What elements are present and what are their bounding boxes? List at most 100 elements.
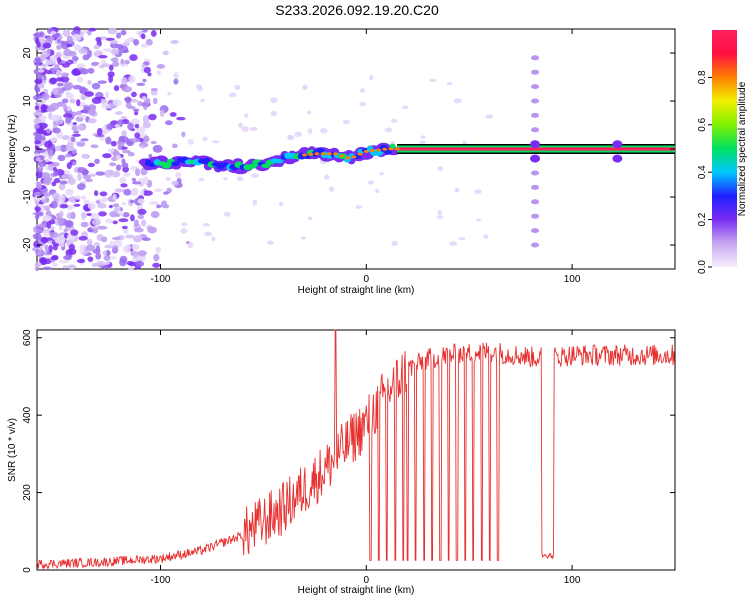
noise-blob	[67, 176, 74, 181]
noise-blob	[101, 102, 111, 110]
noise-blob	[135, 260, 145, 267]
noise-blob	[62, 29, 71, 37]
noise-blob	[50, 114, 61, 122]
noise-blob	[137, 198, 145, 204]
vertical-line-blob	[531, 184, 540, 190]
noise-blob	[141, 219, 147, 227]
noise-blob	[266, 240, 274, 245]
noise-blob	[120, 183, 128, 188]
noise-blob	[127, 37, 136, 42]
vertical-line-blob	[531, 84, 540, 90]
ridge-peak	[345, 156, 351, 160]
noise-blob	[150, 140, 157, 145]
noise-blob	[420, 135, 426, 139]
noise-blob	[46, 220, 52, 229]
noise-blob	[176, 116, 186, 121]
noise-blob	[37, 161, 47, 168]
noise-blob	[109, 162, 117, 167]
noise-blob	[34, 140, 42, 145]
noise-blob	[109, 40, 118, 44]
noise-blob	[86, 238, 93, 247]
noise-blob	[37, 122, 48, 129]
noise-blob	[82, 175, 92, 180]
noise-blob	[63, 48, 72, 57]
noise-blob	[126, 244, 132, 250]
noise-blob	[37, 112, 43, 117]
noise-blob	[70, 229, 79, 236]
noise-blob	[134, 132, 141, 139]
noise-blob	[77, 173, 82, 182]
noise-blob	[129, 54, 138, 62]
noise-blob	[49, 231, 59, 239]
noise-blob	[91, 82, 101, 90]
noise-blob	[57, 216, 65, 225]
noise-blob	[113, 207, 120, 213]
noise-blob	[307, 128, 313, 134]
noise-blob	[252, 199, 258, 206]
noise-blob	[428, 78, 437, 82]
y-tick-label: 20	[22, 47, 33, 59]
noise-blob	[42, 205, 51, 209]
noise-blob	[164, 120, 173, 126]
noise-blob	[109, 210, 118, 218]
noise-blob	[167, 91, 172, 96]
noise-blob	[149, 201, 159, 205]
noise-blob	[307, 216, 313, 221]
noise-blob	[43, 216, 50, 222]
noise-blob	[35, 58, 40, 66]
noise-blob	[123, 49, 130, 53]
noise-blob	[80, 221, 89, 228]
noise-blob	[96, 127, 103, 136]
spectrogram-vertical-lines	[530, 55, 623, 248]
noise-blob	[241, 126, 249, 133]
snr-y-label: SNR (10 * v/v)	[7, 418, 18, 482]
ridge-peak	[308, 152, 314, 156]
noise-blob	[71, 55, 79, 62]
noise-blob	[119, 177, 127, 184]
noise-blob	[43, 177, 52, 186]
noise-blob	[474, 189, 482, 194]
y-tick-label: -20	[22, 237, 33, 252]
noise-blob	[97, 225, 108, 230]
noise-blob	[342, 119, 351, 125]
noise-blob	[50, 30, 57, 35]
noise-blob	[453, 98, 462, 104]
noise-blob	[66, 162, 72, 170]
noise-blob	[51, 162, 60, 167]
noise-blob	[136, 82, 146, 86]
noise-blob	[454, 187, 460, 193]
noise-blob	[142, 190, 153, 196]
noise-blob	[130, 137, 141, 143]
noise-blob	[87, 202, 96, 210]
noise-blob	[119, 258, 127, 267]
noise-blob	[42, 172, 51, 180]
vertical-line-blob	[531, 199, 540, 205]
colorbar-tick-label: 0.6	[697, 117, 708, 131]
noise-blob	[87, 79, 92, 85]
noise-blob	[462, 140, 467, 146]
noise-blob	[171, 143, 178, 149]
y-tick-label: 0	[22, 567, 33, 573]
noise-blob	[105, 136, 112, 145]
noise-blob	[44, 59, 54, 66]
noise-blob	[41, 79, 47, 84]
noise-blob	[153, 253, 160, 262]
noise-blob	[359, 88, 366, 93]
noise-blob	[36, 98, 47, 105]
noise-blob	[121, 130, 127, 138]
noise-blob	[95, 252, 102, 260]
noise-blob	[115, 213, 121, 218]
noise-blob	[132, 245, 139, 251]
noise-blob	[60, 75, 70, 83]
ridge-core	[221, 162, 229, 167]
vertical-line-blob	[531, 242, 540, 248]
noise-blob	[120, 29, 127, 36]
noise-blob	[142, 96, 147, 100]
ridge-peak	[314, 152, 320, 156]
noise-blob	[173, 78, 179, 85]
ridge-peak	[357, 152, 363, 156]
noise-blob	[34, 78, 43, 85]
noise-blob	[61, 60, 66, 64]
noise-blob	[123, 172, 131, 177]
y-tick-label: 10	[22, 95, 33, 107]
